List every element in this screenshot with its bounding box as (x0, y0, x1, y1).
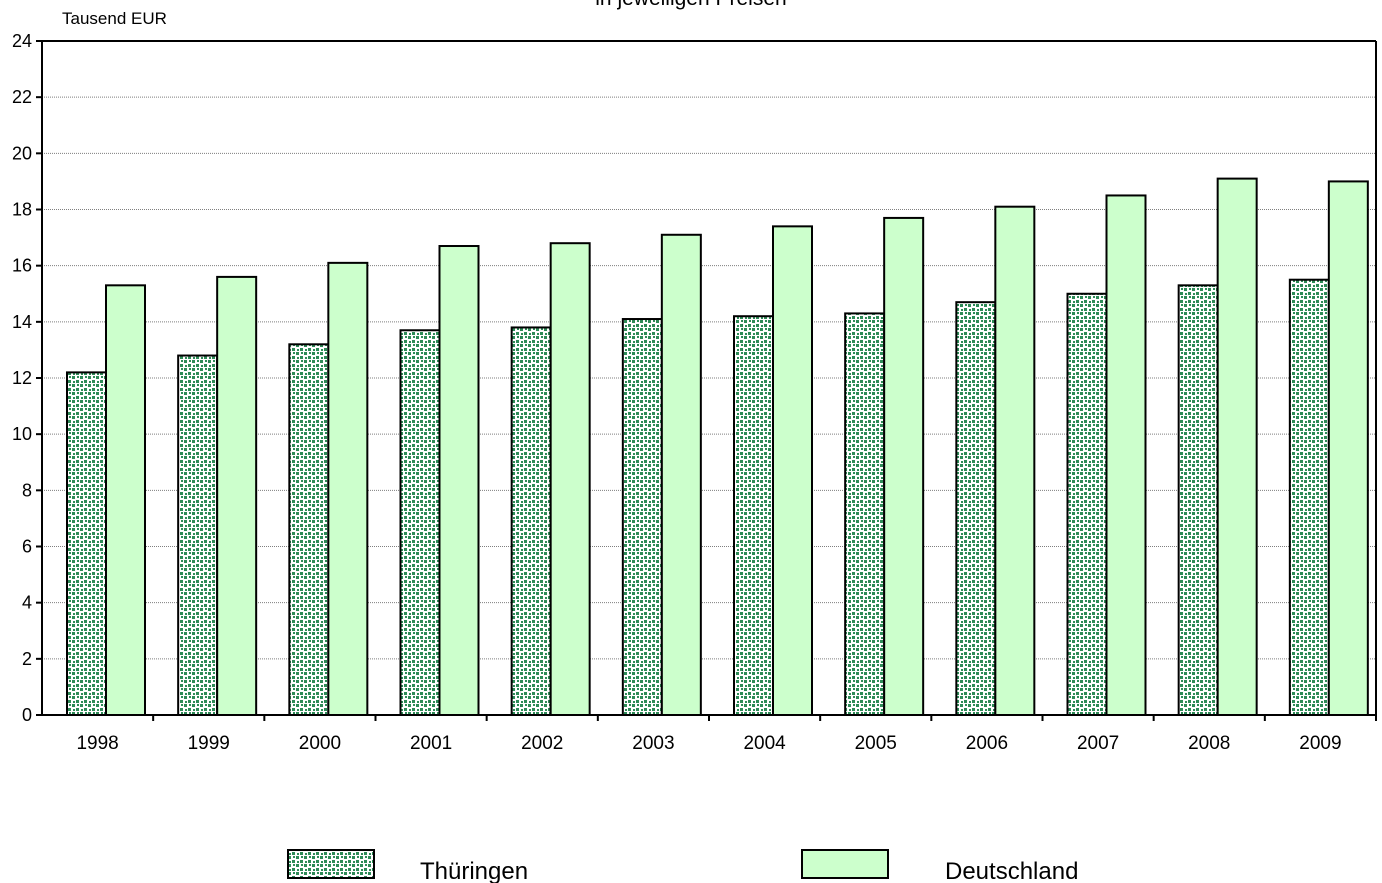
y-tick-label: 24 (12, 31, 32, 51)
bar-thueringen (621, 318, 663, 716)
y-tick-label: 22 (12, 87, 32, 107)
bar-thueringen (399, 329, 441, 716)
y-tick-label: 8 (22, 480, 32, 500)
bar-deutschland (549, 242, 591, 716)
bar-thueringen (510, 326, 552, 716)
bar-deutschland (216, 275, 258, 716)
bar-thueringen (955, 301, 997, 716)
x-tick-label: 2004 (743, 733, 786, 754)
bar-deutschland (105, 284, 146, 716)
legend-swatch-thueringen (287, 849, 375, 879)
y-tick-label: 16 (12, 256, 32, 276)
y-tick-label: 6 (22, 537, 32, 557)
bar-thueringen (844, 312, 886, 716)
x-tick-label: 2003 (632, 733, 674, 754)
y-tick-label: 20 (12, 143, 32, 163)
y-tick-label: 0 (22, 705, 32, 725)
bar-deutschland (772, 225, 813, 716)
x-tick-label: 1999 (188, 733, 230, 754)
legend-label-thueringen: Thüringen (420, 858, 528, 883)
bar-thueringen (1177, 284, 1219, 716)
legend-swatch-deutschland (801, 849, 889, 879)
y-tick-label: 4 (22, 593, 32, 613)
y-tick-label: 18 (12, 200, 32, 220)
bar-deutschland (994, 205, 1036, 716)
x-tick-label: 2002 (521, 733, 563, 754)
y-tick-label: 10 (12, 424, 32, 444)
y-tick-label: 12 (12, 368, 32, 388)
legend: Thüringen Deutschland (287, 849, 1078, 883)
bar-thueringen (288, 343, 330, 716)
bar-thueringen (1066, 292, 1108, 716)
bar-thueringen (733, 315, 774, 716)
x-tick-label: 2000 (299, 733, 341, 754)
y-axis-unit-label: Tausend EUR (62, 9, 167, 28)
x-tick-label: 2001 (410, 733, 452, 754)
bar-thueringen (66, 371, 107, 716)
bar-thueringen (177, 354, 219, 716)
x-tick-label: 2006 (966, 733, 1008, 754)
bar-deutschland (660, 233, 702, 716)
bar-deutschland (1105, 194, 1147, 717)
gridlines (42, 40, 1376, 660)
x-tick-label: 2009 (1299, 733, 1341, 754)
y-tick-label: 2 (22, 649, 32, 669)
bar-deutschland (1216, 177, 1258, 716)
legend-label-deutschland: Deutschland (945, 858, 1078, 883)
bar-deutschland (1327, 180, 1369, 716)
bar-deutschland (883, 216, 925, 717)
bar-thueringen (1288, 278, 1330, 716)
x-tick-label: 2005 (855, 733, 897, 754)
y-tick-label: 14 (12, 312, 32, 332)
x-tick-label: 2007 (1077, 733, 1119, 754)
bars (66, 177, 1369, 717)
bar-deutschland (327, 261, 369, 716)
x-tick-label: 2008 (1188, 733, 1230, 754)
chart-subtitle: - in jeweiligen Preisen - (582, 0, 799, 10)
bar-deutschland (438, 245, 480, 716)
x-tick-label: 1998 (76, 733, 118, 754)
